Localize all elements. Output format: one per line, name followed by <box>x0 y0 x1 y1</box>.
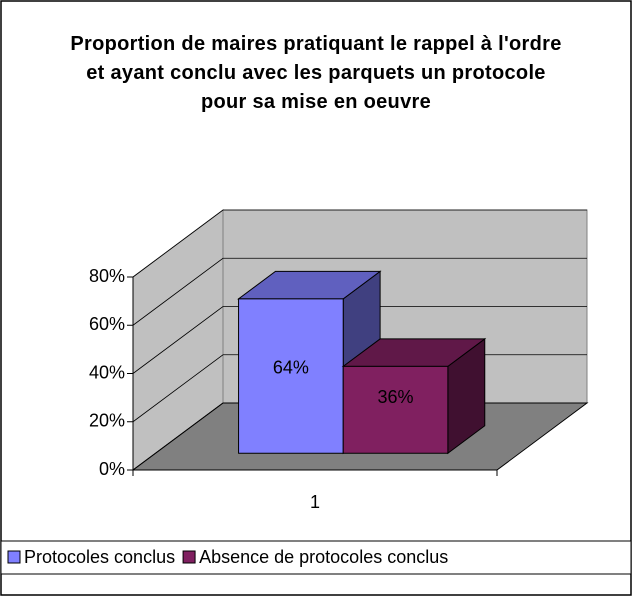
y-tick-label: 20% <box>89 411 125 431</box>
bar <box>341 337 487 455</box>
chart-title: Proportion de maires pratiquant le rappe… <box>70 33 562 113</box>
x-tick-label: 1 <box>310 492 320 512</box>
legend-box <box>0 540 632 575</box>
grid-line <box>132 306 587 374</box>
bar-face <box>238 298 344 454</box>
data-label: 36% <box>378 387 414 407</box>
legend-swatch <box>7 550 21 564</box>
legend-swatch <box>182 550 196 564</box>
bar-face <box>342 365 449 454</box>
y-tick-label: 60% <box>89 314 125 334</box>
y-tick-label: 0% <box>99 459 125 479</box>
legend-label: Protocoles conclus <box>24 547 175 567</box>
y-tick-label: 80% <box>89 266 125 286</box>
y-tick-label: 40% <box>89 362 125 382</box>
data-label: 64% <box>273 358 309 378</box>
legend-label: Absence de protocoles conclus <box>199 547 448 567</box>
grid-line <box>132 257 587 326</box>
grid-line <box>132 209 587 278</box>
